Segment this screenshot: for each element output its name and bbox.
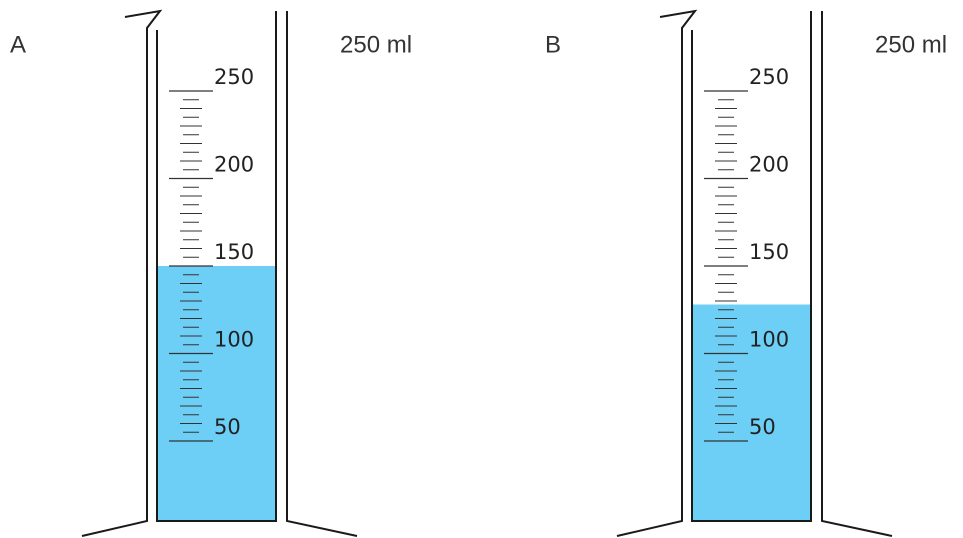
tick-label: 150: [749, 240, 789, 264]
tick-label: 150: [214, 240, 254, 264]
tick-label: 100: [749, 328, 789, 352]
cylinder: B 250 ml 50 100 150 200 250: [545, 11, 947, 536]
tick-label: 50: [214, 415, 241, 439]
diagram: A 250 ml 50 100 150 200 250 B 250 ml 50 100 150 200 2…: [0, 0, 963, 538]
tick-label: 250: [214, 65, 254, 89]
tick-label: 200: [749, 153, 789, 177]
tick-label: 200: [214, 153, 254, 177]
cylinder-label: A: [10, 31, 26, 58]
capacity-label: 250 ml: [340, 31, 412, 58]
tick-label: 250: [749, 65, 789, 89]
liquid: [157, 266, 276, 521]
tick-label: 50: [749, 415, 776, 439]
cylinder-label: B: [545, 31, 561, 58]
tick-label: 100: [214, 328, 254, 352]
cylinder: A 250 ml 50 100 150 200 250: [10, 11, 412, 536]
capacity-label: 250 ml: [875, 31, 947, 58]
